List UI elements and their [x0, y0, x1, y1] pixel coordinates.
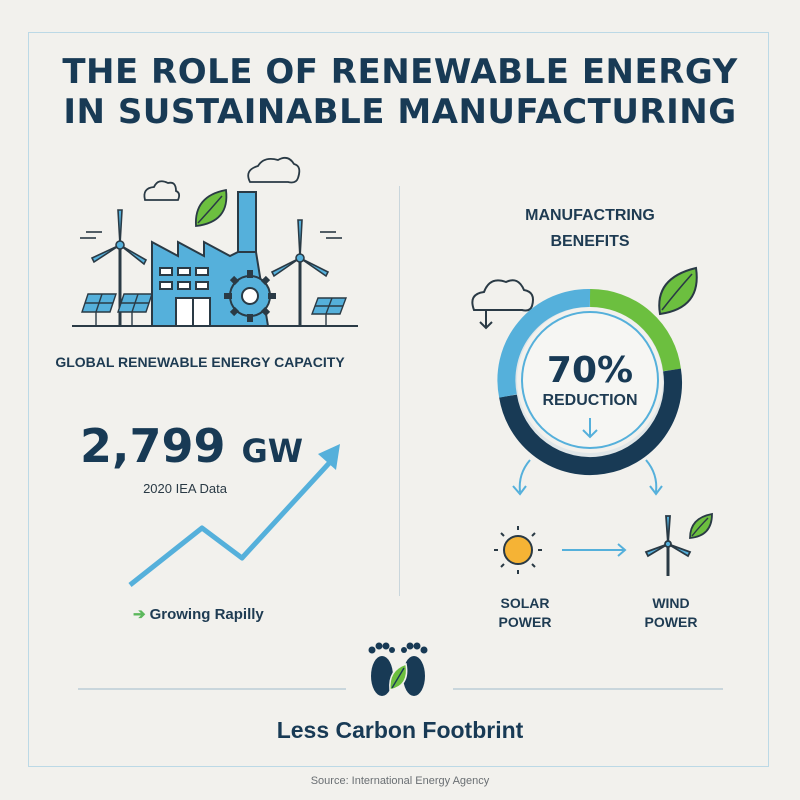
solar-line-1: SOLAR [500, 595, 550, 611]
cloud-down-icon [471, 279, 534, 330]
wind-power-label: WIND POWER [616, 594, 726, 632]
footer-divider-left [78, 688, 346, 690]
branch-arrow-icon [512, 459, 663, 496]
title-line-1: THE ROLE OF RENEWABLE ENERGY [62, 52, 738, 92]
solar-panel-icon [310, 297, 348, 326]
smoke-cloud-icon [247, 156, 301, 184]
right-arrow-icon [562, 543, 627, 557]
footer-divider-right [453, 688, 723, 690]
trend-label: ➔ Growing Rapilly [133, 605, 264, 623]
leaf-icon [658, 266, 698, 316]
benefits-title-line-1: MANUFACTRING [525, 207, 655, 224]
reduction-label: REDUCTION [542, 392, 638, 409]
footprints-icon [368, 642, 428, 696]
trend-text: Growing Rapilly [149, 606, 264, 623]
capacity-number: 2,799 [80, 419, 226, 473]
solar-panel-icon [81, 293, 153, 326]
ring-segment-green [589, 288, 681, 372]
benefits-title: MANUFACTRING BENEFITS [480, 203, 700, 255]
data-note: 2020 IEA Data [143, 481, 227, 496]
gear-icon [224, 270, 276, 322]
capacity-label: GLOBAL RENEWABLE ENERGY CAPACITY [55, 354, 345, 370]
factory-illustration [72, 156, 358, 327]
capacity-value: 2,799 GW [80, 418, 303, 479]
page-title: THE ROLE OF RENEWABLE ENERGY IN SUSTAINA… [0, 52, 800, 132]
source-note: Source: International Energy Agency [310, 775, 490, 787]
solar-power-label: SOLAR POWER [470, 594, 580, 632]
vertical-divider [399, 186, 400, 596]
wind-line-2: POWER [644, 614, 698, 630]
wind-turbine-icon [644, 512, 713, 576]
trend-arrow-icon [128, 444, 340, 587]
ring-segment-blue [497, 288, 591, 398]
footprint-label: Less Carbon Footbrint [276, 717, 524, 743]
solar-line-2: POWER [498, 614, 552, 630]
border-frame [28, 32, 769, 767]
sun-icon [494, 526, 542, 574]
wind-turbine-icon [270, 219, 342, 326]
reduction-percent: 70% [546, 350, 634, 391]
reduction-ring [471, 266, 713, 576]
leaf-icon [195, 188, 228, 228]
green-arrow-icon: ➔ [133, 606, 146, 623]
wind-line-1: WIND [652, 595, 690, 611]
down-arrow-icon [582, 418, 598, 439]
cloud-icon [143, 180, 181, 201]
ring-segment-navy [499, 368, 683, 476]
benefits-title-line-2: BENEFITS [550, 233, 630, 250]
title-line-2: IN SUSTAINABLE MANUFACTURING [63, 92, 737, 132]
capacity-unit: GW [241, 432, 304, 470]
